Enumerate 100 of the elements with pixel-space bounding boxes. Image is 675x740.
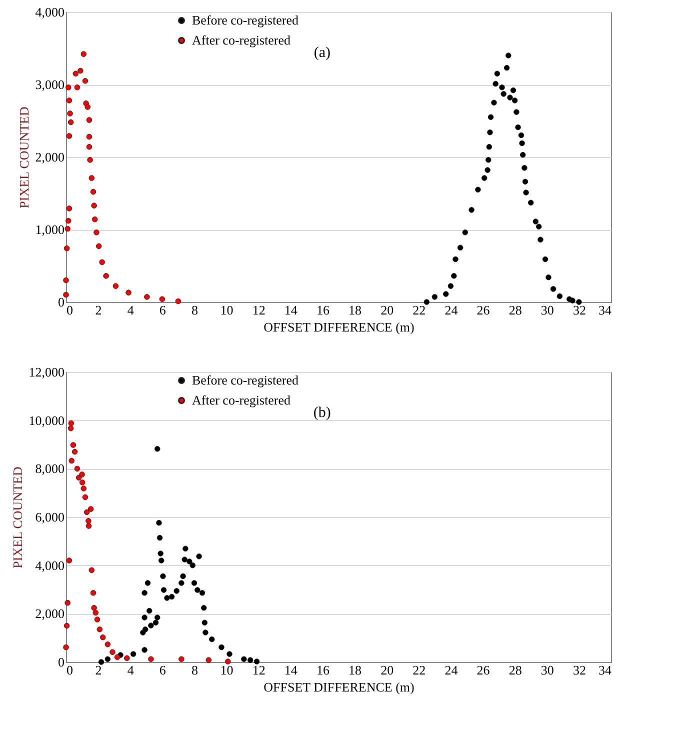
legend-label: After co-registered <box>192 392 292 408</box>
point <box>88 175 95 181</box>
point <box>66 218 72 224</box>
point <box>523 190 529 196</box>
point <box>424 299 430 305</box>
point <box>570 298 576 304</box>
point <box>538 236 544 243</box>
point <box>175 298 182 304</box>
x-tick-label: 14 <box>284 662 298 678</box>
point <box>67 110 73 116</box>
x-tick-label: 26 <box>476 662 490 678</box>
x-tick-label: 18 <box>348 662 362 678</box>
point <box>142 647 148 653</box>
point <box>66 98 72 104</box>
point <box>144 580 151 586</box>
point <box>468 207 474 213</box>
x-tick-label: 16 <box>316 662 330 678</box>
point <box>74 84 80 90</box>
point <box>487 129 493 136</box>
point <box>515 124 521 130</box>
x-tick-label: 10 <box>220 302 234 318</box>
point <box>99 259 105 266</box>
x-tick-label: 28 <box>508 662 522 678</box>
legend-label: After co-registered <box>192 32 292 48</box>
point <box>72 70 79 77</box>
x-tick-label: 4 <box>127 662 134 678</box>
point <box>457 244 464 251</box>
x-tick-label: 20 <box>380 662 394 678</box>
point <box>63 292 69 298</box>
point <box>519 140 525 146</box>
point <box>98 659 104 665</box>
point <box>86 134 92 140</box>
point <box>208 636 215 642</box>
x-tick-label: 34 <box>598 302 612 318</box>
point <box>160 573 166 580</box>
point <box>66 84 72 90</box>
point <box>443 291 449 297</box>
point <box>88 506 94 512</box>
point <box>148 656 154 662</box>
point <box>63 644 69 650</box>
point <box>492 80 498 87</box>
point <box>63 277 69 284</box>
point <box>225 658 231 664</box>
point <box>74 466 80 472</box>
y-tick-label: 4,000 <box>35 558 64 573</box>
x-tick-label: 10 <box>220 662 234 678</box>
point <box>148 622 154 628</box>
point <box>158 550 164 556</box>
point <box>241 656 247 662</box>
point <box>514 109 520 115</box>
point <box>180 573 186 580</box>
point <box>154 446 160 452</box>
point <box>152 620 159 626</box>
point <box>79 480 86 486</box>
point <box>64 245 70 252</box>
point <box>64 226 70 232</box>
point <box>542 256 548 262</box>
point <box>532 218 539 224</box>
y-tick-label: 4,000 <box>35 4 64 20</box>
x-tick-label: 8 <box>191 662 198 678</box>
x-tick-label: 26 <box>476 302 490 318</box>
point <box>84 104 91 110</box>
x-tick-label: 32 <box>572 302 586 318</box>
y-tick-label: 2,000 <box>35 606 64 622</box>
point <box>66 558 72 564</box>
point <box>432 294 438 300</box>
point <box>96 626 103 632</box>
point <box>528 200 534 206</box>
point <box>88 567 95 574</box>
point <box>518 132 524 138</box>
point <box>94 230 100 236</box>
y-tick-label: 6,000 <box>35 510 64 524</box>
point <box>500 91 506 97</box>
point <box>66 133 72 139</box>
point <box>182 556 188 562</box>
point <box>72 448 78 455</box>
point <box>194 587 200 593</box>
x-tick-label: 34 <box>598 662 612 678</box>
x-tick-label: 18 <box>348 302 362 318</box>
point <box>91 604 97 611</box>
point <box>226 651 232 657</box>
x-axis-title: OFFSET DIFFERENCE (m) <box>264 680 414 694</box>
point <box>486 144 492 150</box>
x-tick-label: 2 <box>95 662 102 678</box>
point <box>522 164 528 171</box>
point <box>186 558 192 564</box>
y-axis-title: PIXEL COUNTED <box>10 466 25 568</box>
point <box>91 202 97 208</box>
point <box>156 520 162 526</box>
point <box>68 420 74 426</box>
point <box>481 175 488 181</box>
point <box>94 616 100 622</box>
point <box>66 206 72 212</box>
point <box>491 100 497 106</box>
legend-label: Before co-registered <box>192 372 299 388</box>
x-tick-label: 6 <box>159 662 166 678</box>
point <box>68 458 75 464</box>
y-tick-label: 2,000 <box>35 150 64 164</box>
x-tick-label: 4 <box>127 302 134 318</box>
point <box>451 273 457 279</box>
